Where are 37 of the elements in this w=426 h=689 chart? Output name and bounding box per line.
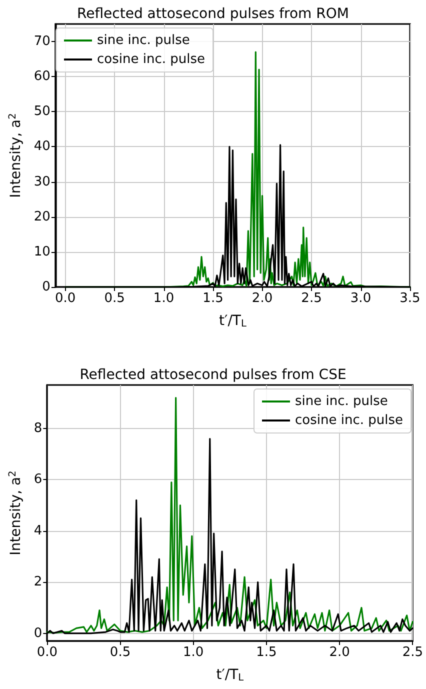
x-tick-label: 2.5 [402, 645, 424, 660]
x-tick-label: 2.0 [252, 291, 273, 306]
chart-title: Reflected attosecond pulses from CSE [80, 367, 346, 383]
x-axis-title: t′/TL [219, 313, 247, 330]
x-tick-label: 3.5 [400, 291, 420, 306]
legend-label: sine inc. pulse [97, 33, 190, 48]
x-tick-label: 0.5 [110, 645, 131, 660]
y-axis-title: Intensity, a2 [8, 113, 24, 198]
x-tick-label: 2.0 [329, 645, 350, 660]
x-tick-label: 3.0 [350, 291, 372, 306]
x-tick-label: 0.5 [104, 291, 125, 306]
y-tick-label: 8 [34, 421, 42, 436]
x-tick-label: 1.0 [153, 291, 174, 306]
y-tick-label: 4 [34, 523, 42, 538]
x-tick-label: 1.5 [256, 645, 277, 660]
y-tick-label: 10 [34, 244, 50, 260]
legend-label: cosine inc. pulse [97, 52, 205, 67]
legend-label: sine inc. pulse [295, 394, 388, 409]
x-tick-label: 0.0 [36, 645, 58, 660]
x-tick-label: 2.5 [301, 291, 322, 306]
x-tick-label: 1.5 [202, 291, 224, 306]
y-tick-label: 60 [34, 69, 50, 84]
chart-title: Reflected attosecond pulses from ROM [77, 6, 349, 22]
x-axis-title: t′/TL [216, 667, 244, 684]
legend-label: cosine inc. pulse [295, 413, 404, 428]
y-tick-label: 30 [34, 174, 50, 190]
y-axis-title: Intensity, a2 [8, 470, 24, 556]
x-tick-label: 0.0 [54, 291, 76, 306]
y-tick-label: 0 [42, 280, 50, 294]
y-tick-label: 0 [34, 626, 42, 641]
y-tick-label: 6 [34, 472, 42, 488]
y-tick-label: 70 [34, 34, 50, 50]
y-tick-label: 20 [34, 209, 50, 224]
y-tick-label: 50 [34, 104, 50, 120]
y-tick-label: 40 [34, 139, 50, 154]
x-tick-label: 1.0 [183, 645, 204, 660]
y-tick-label: 2 [34, 574, 42, 590]
